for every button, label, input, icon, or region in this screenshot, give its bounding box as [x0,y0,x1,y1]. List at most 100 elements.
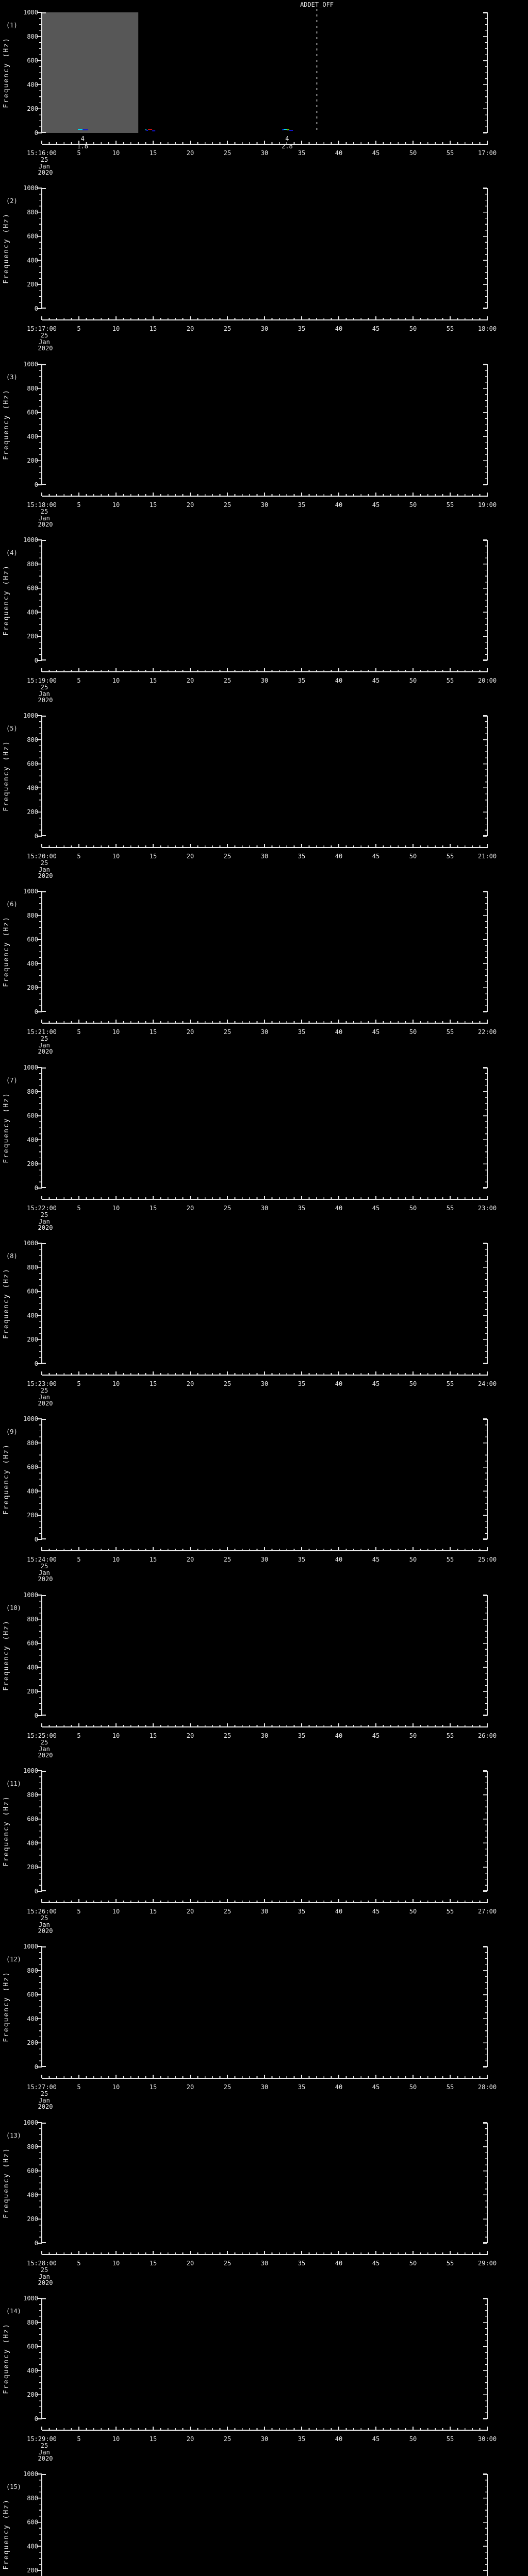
y-tick-label: 400 [27,2015,38,2023]
y-tick-label: 0 [35,657,38,664]
x-tick-label: 15 [150,1732,157,1739]
x-tick-label: 10 [112,1205,120,1212]
end-time-label: 21:00 [478,853,497,860]
x-tick-label: 15 [150,1205,157,1212]
x-tick-label: 35 [298,2435,305,2443]
y-axis-minor-ticks [39,194,487,303]
y-axis-major-ticks [38,1243,487,1364]
x-tick-label: 15 [150,2083,157,2091]
x-tick-label: 25 [224,1028,231,1036]
x-tick-label: 10 [112,1028,120,1036]
y-axis-title: Frequency (Hz) [3,1444,10,1515]
y-tick-label: 0 [35,2063,38,2071]
plot-box-spines [41,1946,488,2067]
start-time-label: 15:28:00 [27,2260,57,2267]
y-axis-minor-ticks [39,1600,487,1710]
x-tick-label: 45 [372,677,380,684]
spectrogram-panel: 1000 800 600 400 200 0 Frequency (Hz) (11) 5 10 15… [0,1758,528,1934]
x-tick-label: 35 [298,325,305,332]
end-time-label: 24:00 [478,1380,497,1387]
spectrogram-panel: 1000 800 600 400 200 0 Frequency (Hz) (5) 5 10 15 2… [0,703,528,879]
x-axis [41,1723,488,1727]
y-tick-label: 0 [35,305,38,312]
x-tick-label: 45 [372,853,380,860]
event-marker-segment [287,129,290,130]
x-tick-label: 40 [335,149,342,157]
x-tick-label: 20 [187,1380,194,1387]
x-tick-label: 50 [409,325,417,332]
x-tick-label: 15 [150,1380,157,1387]
y-axis-title: Frequency (Hz) [3,389,10,460]
y-tick-label: 600 [27,1464,38,1471]
date-label: 2020 [38,1048,53,1055]
x-tick-label: 25 [224,501,231,509]
y-tick-label: 400 [27,960,38,968]
x-tick-label: 20 [187,2083,194,2091]
y-tick-label: 200 [27,1688,38,1695]
x-tick-label: 25 [224,677,231,684]
x-tick-label: 5 [77,1732,80,1739]
panel-plot-svg: 1000 800 600 400 200 0 Frequency (Hz) (9) 5 10 15 2… [3,1415,497,1582]
y-tick-label: 200 [27,2391,38,2398]
date-label: Jan [39,1394,50,1401]
panel-plot-svg: 1000 800 600 400 200 0 Frequency (Hz) (8) 5 10 15 2… [3,1240,497,1406]
date-label: Jan [39,690,50,698]
date-label: Jan [39,2273,50,2280]
date-label: 2020 [38,169,53,176]
spectrogram-panel: 1000 800 600 400 200 0 Frequency (Hz) (14) 5 10 15… [0,2286,528,2462]
x-tick-label: 10 [112,1908,120,1915]
x-tick-label: 20 [187,2260,194,2267]
x-tick-label: 35 [298,1205,305,1212]
x-tick-label: 25 [224,2435,231,2443]
y-tick-label: 200 [27,1512,38,1519]
y-tick-label: 1000 [23,1415,38,1422]
date-label: 25 [41,332,48,339]
panel-index-label: (3) [6,374,18,381]
y-tick-label: 200 [27,1863,38,1871]
y-tick-label: 800 [27,1615,38,1622]
x-tick-label: 55 [447,677,454,684]
panel-index-label: (8) [6,1252,18,1260]
x-tick-label: 30 [261,325,268,332]
x-tick-label: 15 [150,853,157,860]
x-tick-label: 50 [409,2435,417,2443]
start-time-label: 15:18:00 [27,501,57,509]
x-tick-label: 5 [77,1205,80,1212]
panel-index-label: (15) [6,2483,21,2490]
x-tick-label: 35 [298,501,305,509]
y-tick-label: 0 [35,1712,38,1719]
x-tick-label: 30 [261,1556,268,1563]
y-tick-label: 600 [27,2343,38,2350]
x-tick-label: 10 [112,1556,120,1563]
date-label: Jan [39,1218,50,1225]
panel-index-label: (14) [6,2308,21,2315]
x-tick-label: 50 [409,1028,417,1036]
x-tick-label: 25 [224,2260,231,2267]
x-axis [41,668,488,672]
x-tick-label: 20 [187,853,194,860]
x-tick-label: 15 [150,1908,157,1915]
event-label: 4 [285,135,289,142]
x-tick-label: 40 [335,677,342,684]
x-axis [41,1547,488,1552]
spectrogram-panel: 1000 800 600 400 200 0 Frequency (Hz) (13) 5 10 15… [0,2110,528,2286]
x-tick-label: 5 [77,1908,80,1915]
date-label: Jan [39,1921,50,1928]
panel-plot-svg: 1000 800 600 400 200 0 Frequency (Hz) (11) 5 10 15… [3,1767,497,1934]
x-tick-label: 50 [409,2083,417,2091]
y-axis-minor-ticks [39,545,487,655]
plot-box-spines [41,1419,488,1540]
start-time-label: 15:25:00 [27,1732,57,1739]
y-tick-label: 600 [27,1816,38,1823]
x-tick-label: 55 [447,325,454,332]
panel-index-label: (13) [6,2132,21,2139]
end-time-label: 29:00 [478,2260,497,2267]
spectrogram-panel: 1000 800 600 400 200 0 Frequency (Hz) (2) 5 10 15 2… [0,176,528,351]
x-tick-label: 45 [372,1556,380,1563]
x-tick-label: 20 [187,149,194,157]
x-tick-label: 30 [261,1205,268,1212]
x-tick-label: 40 [335,501,342,509]
y-tick-label: 800 [27,2319,38,2326]
x-tick-label: 35 [298,2083,305,2091]
